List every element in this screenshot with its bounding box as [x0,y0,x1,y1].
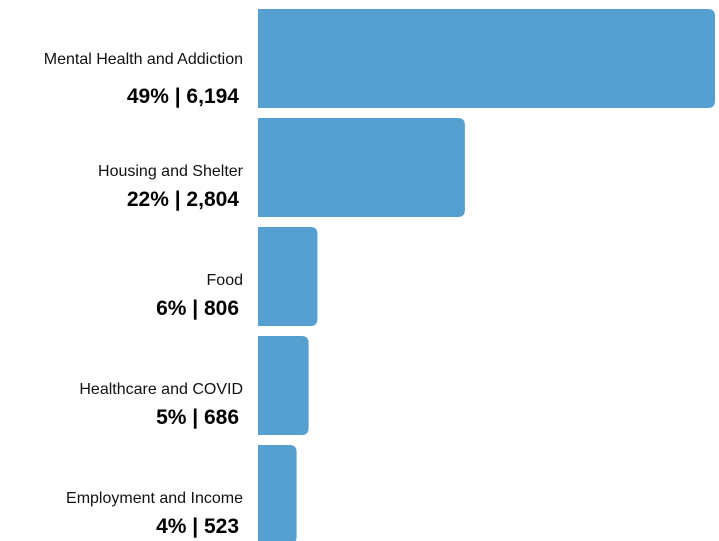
value-label: 6% | 806 [156,297,239,320]
category-label: Employment and Income [66,490,243,507]
category-label: Food [207,272,243,289]
bars-group [258,9,715,541]
category-label: Housing and Shelter [98,163,244,180]
bar-4 [258,445,297,541]
value-label: 22% | 2,804 [127,188,239,211]
category-label: Healthcare and COVID [79,381,243,398]
category-label: Mental Health and Addiction [44,51,243,68]
value-label: 49% | 6,194 [127,85,239,108]
value-label: 5% | 686 [156,406,239,429]
bar-1 [258,118,465,217]
bar-2 [258,227,318,326]
value-label: 4% | 523 [156,515,239,538]
labels-group: Mental Health and Addiction 49% | 6,194 Ho… [44,51,244,538]
bar-0 [258,9,715,108]
bar-3 [258,336,309,435]
